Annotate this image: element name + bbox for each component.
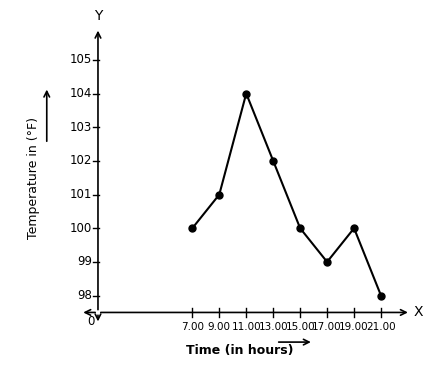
Text: 105: 105: [70, 53, 92, 66]
Text: 103: 103: [70, 121, 92, 134]
Text: 101: 101: [70, 188, 92, 201]
Text: Temperature in (°F): Temperature in (°F): [27, 117, 40, 239]
Text: 21.00: 21.00: [366, 322, 396, 332]
Text: 13.00: 13.00: [258, 322, 288, 332]
Text: 19.00: 19.00: [339, 322, 369, 332]
Text: 11.00: 11.00: [232, 322, 261, 332]
Text: 15.00: 15.00: [286, 322, 315, 332]
Text: 102: 102: [70, 154, 92, 167]
Text: 98: 98: [77, 289, 92, 302]
Text: X: X: [413, 305, 423, 319]
Text: 9.00: 9.00: [208, 322, 231, 332]
Text: Y: Y: [94, 9, 102, 23]
Text: Time (in hours): Time (in hours): [186, 345, 293, 357]
Text: 104: 104: [70, 87, 92, 100]
Text: 0: 0: [87, 315, 95, 328]
Text: 17.00: 17.00: [312, 322, 342, 332]
Text: 7.00: 7.00: [181, 322, 204, 332]
Text: 99: 99: [77, 255, 92, 268]
Text: 100: 100: [70, 222, 92, 235]
